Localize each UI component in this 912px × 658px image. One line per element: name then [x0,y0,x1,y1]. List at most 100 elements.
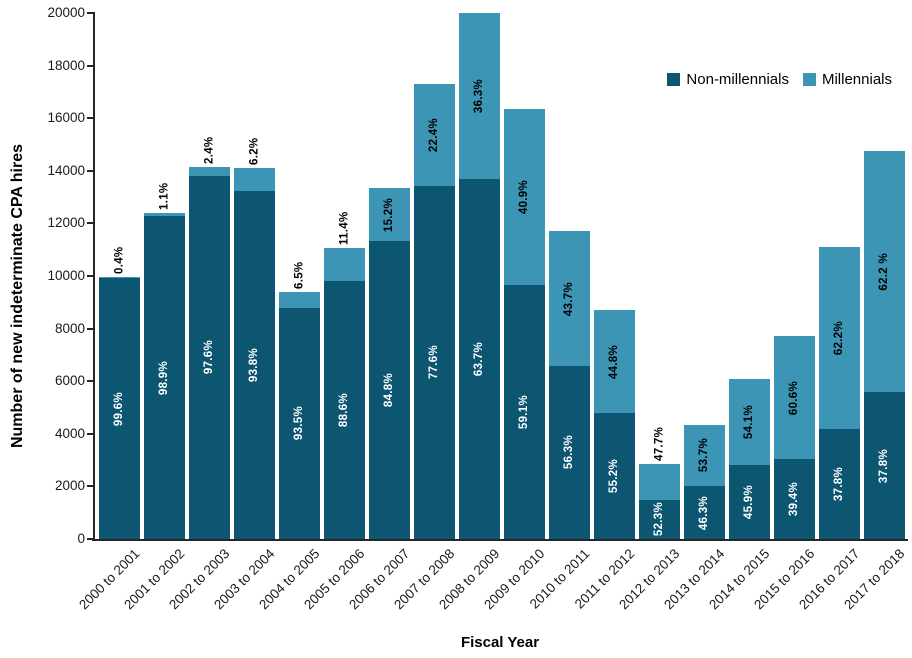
millennials-segment [234,168,275,192]
y-tick-mark [87,380,93,383]
non-millennials-pct-label: 77.6% [427,345,440,380]
bar-2007-to-2008: 22.4% 77.6% [414,84,455,539]
non-millennials-pct-label: 63.7% [472,341,485,376]
millennials-segment [639,463,680,500]
y-tick-label: 8000 [54,320,85,336]
y-tick-label: 18000 [47,57,85,73]
millennials-pct-label: 44.8% [607,344,620,379]
non-millennials-segment: 45.9% [729,465,770,539]
millennials-pct-label: 6.5% [292,261,305,289]
bar-2015-to-2016: 60.6% 39.4% [774,336,815,539]
x-axis-line [92,539,908,541]
non-millennials-pct-label: 46.3% [697,495,710,530]
y-tick-mark [87,12,93,14]
y-tick-label: 16000 [47,110,85,126]
non-millennials-pct-label: 56.3% [562,435,575,470]
millennials-pct-label: 54.1% [742,404,755,440]
non-millennials-pct-label: 37.8% [832,466,845,501]
y-tick-mark [87,432,93,435]
non-millennials-pct-label: 55.2% [607,458,620,493]
millennials-segment [144,212,185,217]
x-axis-title: Fiscal Year [460,634,540,651]
non-millennials-pct-label: 39.4% [787,482,800,517]
millennials-pct-label: 40.9% [517,180,530,215]
y-tick-label: 6000 [54,373,85,389]
millennials-pct-label: 15.2% [382,197,395,232]
bar-2014-to-2015: 54.1% 45.9% [729,378,770,539]
non-millennials-segment: 98.9% [144,216,185,539]
non-millennials-pct-label: 52.3% [652,502,665,537]
non-millennials-pct-label: 88.6% [337,392,350,427]
bar-2013-to-2014: 53.7% 46.3% [684,424,725,539]
y-tick-label: 14000 [47,162,85,178]
bar-2005-to-2006: 88.6% [324,247,365,539]
millennials-segment: 60.6% [774,336,815,460]
bar-2006-to-2007: 15.2% 84.8% [369,187,410,539]
millennials-segment: 44.8% [594,310,635,413]
non-millennials-segment: 39.4% [774,459,815,539]
non-millennials-segment: 99.6% [99,278,140,539]
millennials-segment: 40.9% [504,109,545,286]
non-millennials-pct-label: 99.6% [112,391,125,426]
non-millennials-swatch-icon [667,73,681,86]
millennials-pct-label: 0.4% [112,246,125,275]
millennials-swatch-icon [802,73,816,86]
millennials-segment [189,166,230,176]
non-millennials-pct-label: 93.5% [292,406,305,441]
non-millennials-pct-label: 98.9% [157,360,170,395]
y-tick-label: 10000 [47,268,85,283]
non-millennials-pct-label: 93.8% [247,348,260,383]
bar-2016-to-2017: 62.2% 37.8% [819,247,860,539]
y-tick-mark [87,327,93,330]
non-millennials-pct-label: 59.1% [517,394,530,430]
millennials-segment: 36.3% [459,13,500,179]
millennials-pct-label: 1.1% [157,182,170,210]
bar-2010-to-2011: 43.7% 56.3% [549,231,590,539]
legend-item-non-millennials: Non-millennials [667,71,789,88]
non-millennials-segment: 37.8% [864,392,905,539]
millennials-pct-label: 62.2 % [877,252,890,291]
non-millennials-segment: 46.3% [684,486,725,539]
non-millennials-pct-label: 45.9% [742,485,755,520]
millennials-pct-label: 6.2% [247,137,260,166]
millennials-segment: 62.2 % [864,151,905,393]
millennials-pct-label: 53.7% [697,438,710,473]
y-tick-mark [87,64,93,67]
millennials-segment: 54.1% [729,378,770,466]
non-millennials-segment: 56.3% [549,365,590,539]
bar-2002-to-2003: 97.6% [189,166,230,539]
non-millennials-pct-label: 84.8% [382,373,395,408]
non-millennials-segment: 84.8% [369,241,410,539]
y-tick-label: 12000 [47,215,85,231]
millennials-pct-label: 36.3% [472,78,485,113]
non-millennials-segment: 93.8% [234,191,275,539]
millennials-segment: 62.2% [819,247,860,429]
y-tick-label: 20000 [47,5,85,20]
legend-label: Non-millennials [686,71,789,88]
bar-2011-to-2012: 44.8% 55.2% [594,310,635,539]
legend-item-millennials: Millennials [802,71,892,88]
millennials-segment [324,247,365,281]
y-tick-label: 0 [77,531,85,546]
non-millennials-segment: 52.3% [639,499,680,539]
non-millennials-segment: 37.8% [819,428,860,539]
non-millennials-pct-label: 37.8% [877,448,890,483]
bar-2012-to-2013: 52.3% [639,463,680,539]
millennials-segment [99,277,140,279]
legend-label: Millennials [821,71,892,88]
millennials-pct-label: 60.6% [787,380,800,415]
millennials-segment: 15.2% [369,187,410,242]
y-tick-mark [87,485,93,488]
y-tick-label: 4000 [54,425,85,441]
y-axis-line [93,12,95,540]
millennials-segment: 53.7% [684,424,725,487]
millennials-segment: 43.7% [549,231,590,366]
millennials-segment: 22.4% [414,84,455,186]
non-millennials-segment: 88.6% [324,280,365,539]
y-axis-title: Number of new indeterminate CPA hires [9,143,26,449]
non-millennials-pct-label: 97.6% [202,340,215,375]
millennials-segment [279,291,320,308]
millennials-pct-label: 62.2% [832,320,845,355]
millennials-pct-label: 2.4% [202,136,215,164]
